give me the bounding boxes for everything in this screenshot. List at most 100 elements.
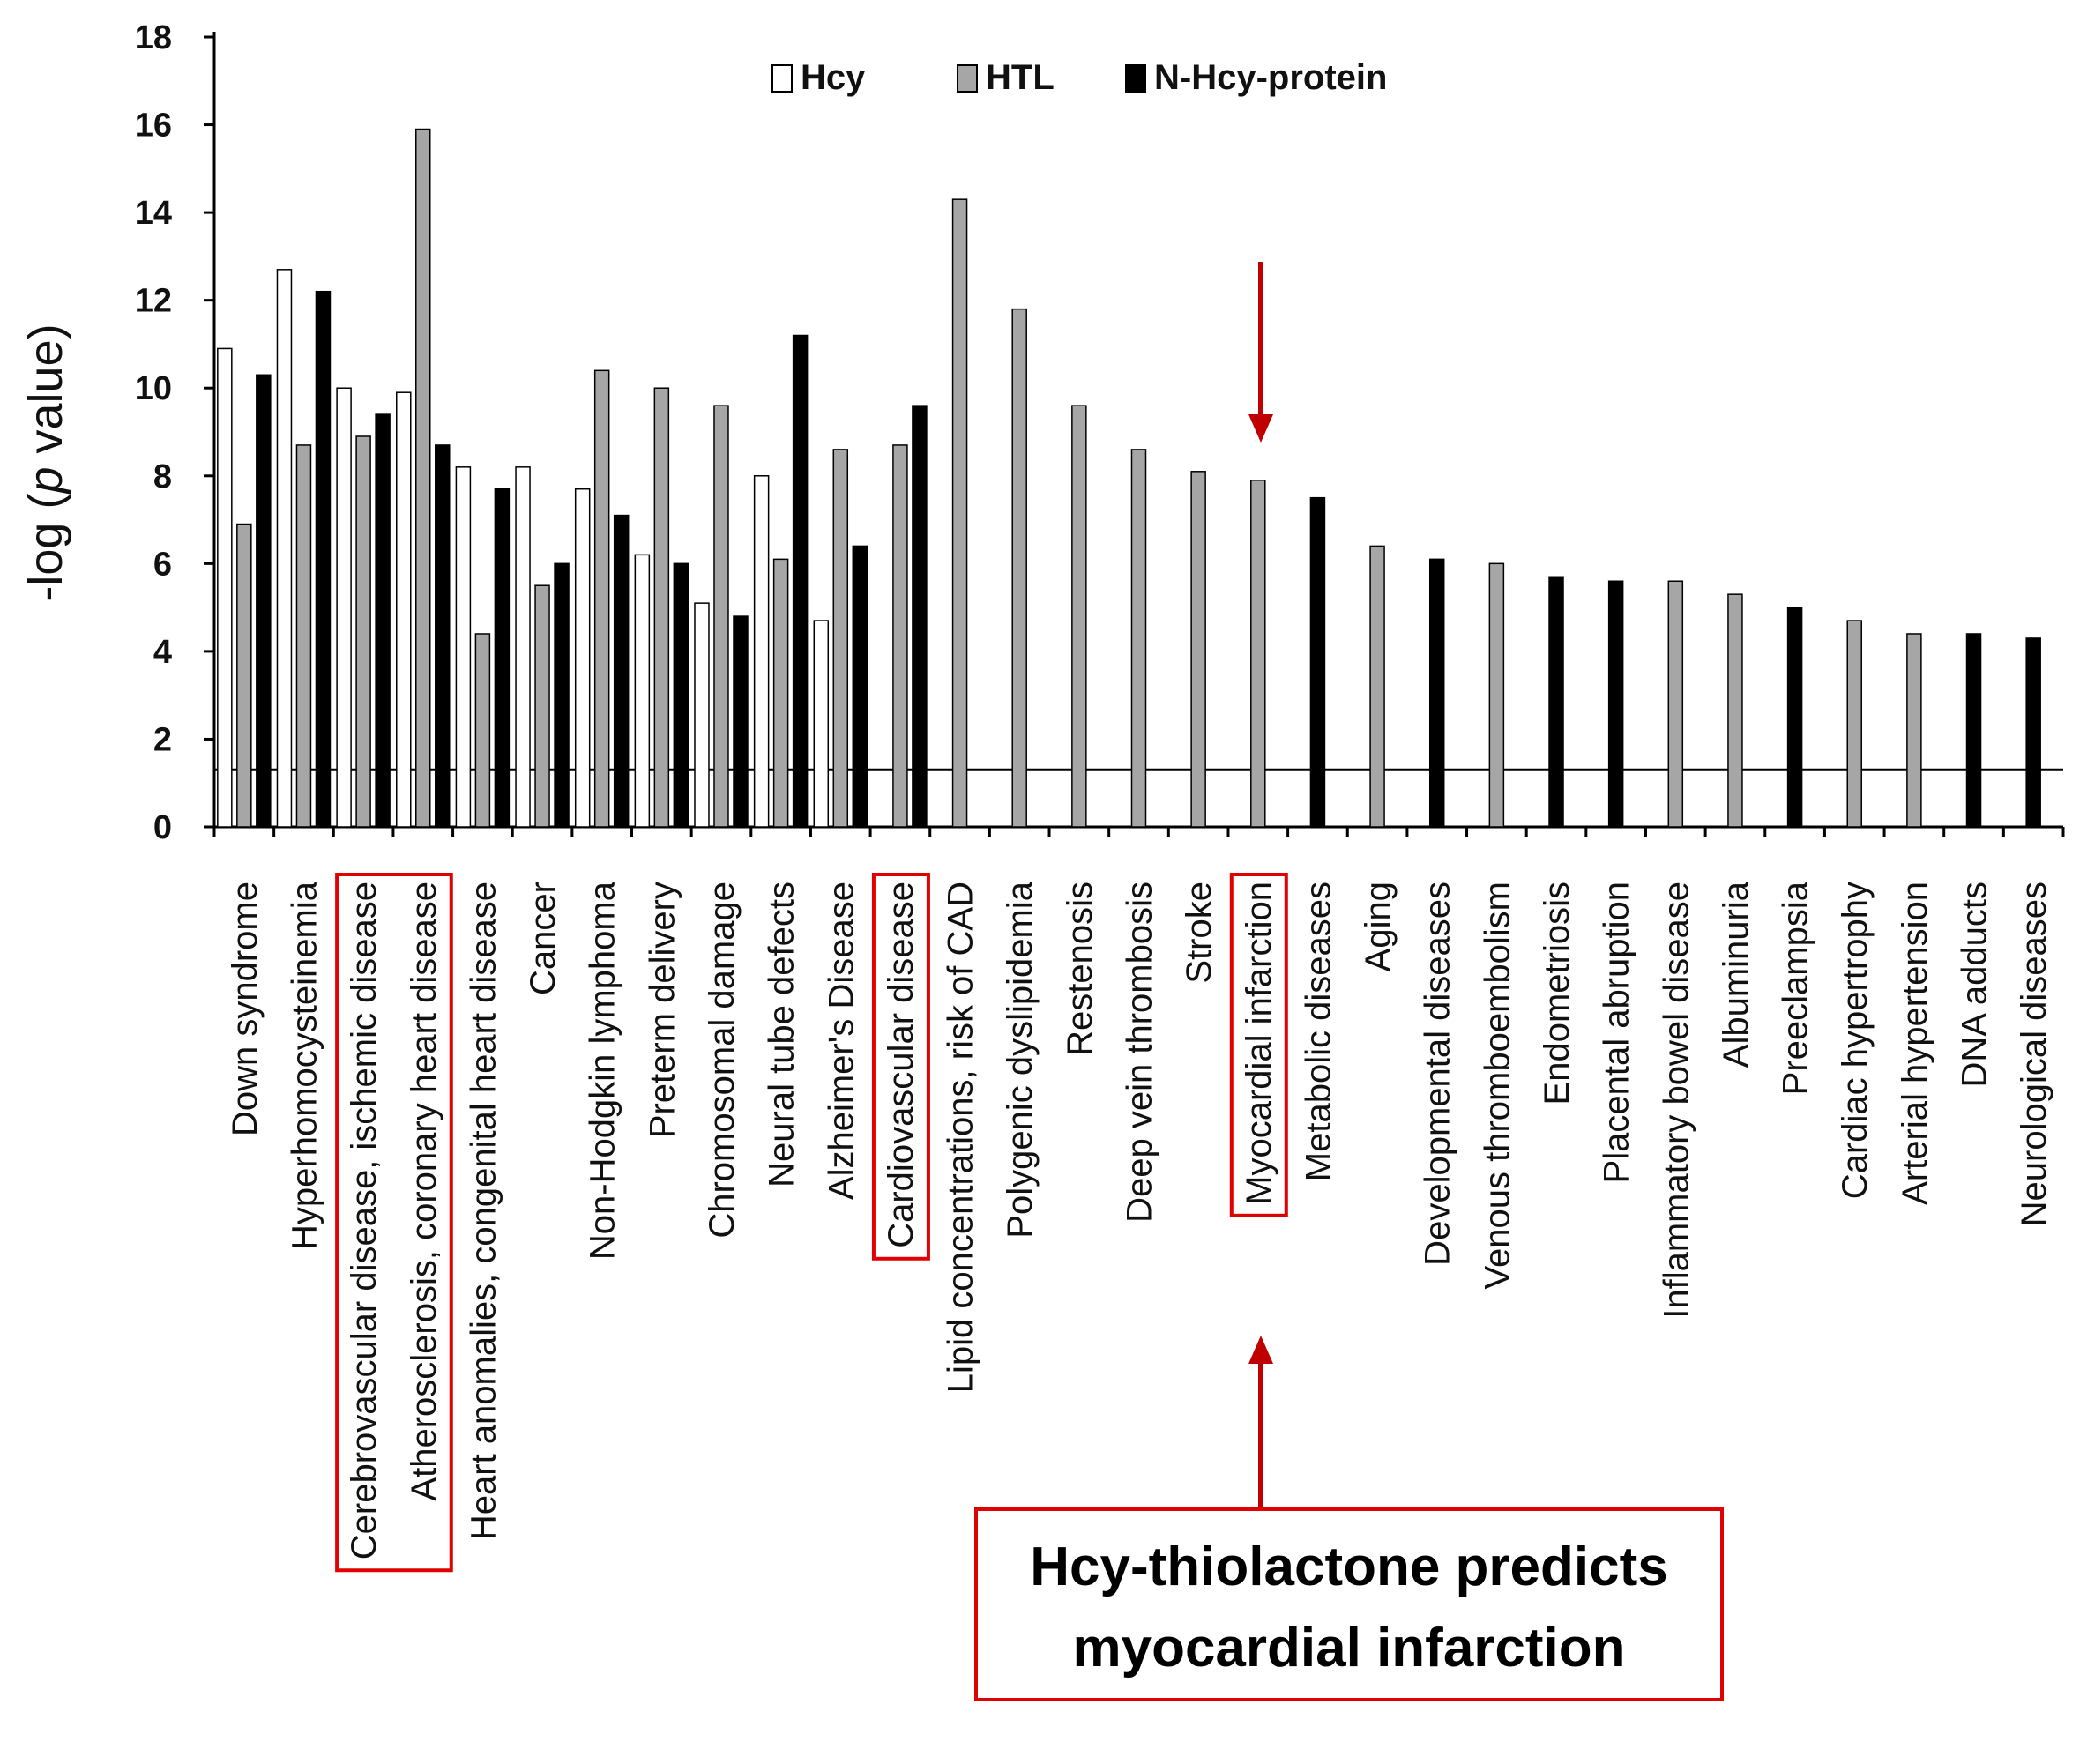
y-axis-label-italic: p [19,467,72,495]
bar-htl-28 [1906,633,1922,828]
y-tick-label-14: 14 [135,195,172,232]
y-tick-label-16: 16 [135,108,172,145]
bar-htl-21 [1488,562,1505,828]
category-label: Atherosclerosis, coronary heart disease [405,882,443,1501]
bar-htl-12 [951,198,968,828]
legend-label-n-hcy-protein: N-Hcy-protein [1154,58,1387,97]
category-label: Endometriosis [1538,882,1576,1105]
category-label: DNA adducts [1956,882,1994,1087]
bar-htl-25 [1727,593,1743,828]
category-label: Cancer [524,882,563,995]
bar-n-hcy-protein-6 [613,514,630,828]
annotation-line-2: myocardial infarction [1072,1618,1625,1678]
annotation: Hcy-thiolactone predicts myocardial infa… [974,262,1724,1701]
bar-n-hcy-protein-23 [1607,580,1624,828]
bar-n-hcy-protein-5 [554,562,570,828]
bar-hcy-6 [574,488,591,828]
category-label: Preeclampsia [1777,881,1815,1095]
bar-htl-19 [1369,545,1385,828]
bar-n-hcy-protein-8 [733,615,749,828]
bar-htl-5 [534,584,550,828]
bar-htl-14 [1071,405,1087,828]
category-label: Preterm delivery [643,882,682,1138]
y-tick-label-18: 18 [135,19,172,56]
bar-n-hcy-protein-11 [912,405,928,828]
bar-hcy-8 [694,602,710,828]
bar-htl-13 [1011,308,1027,828]
y-axis-label-suffix: value) [19,324,72,466]
bar-n-hcy-protein-22 [1548,576,1564,828]
bar-htl-3 [415,128,431,828]
bar-htl-0 [236,523,252,828]
y-axis-label: -log (p value) [19,324,72,601]
bar-htl-27 [1846,620,1862,828]
y-tick-label-4: 4 [153,634,172,671]
category-labels-group: Down syndrome Hyperhomocysteinemia Cerebro… [226,873,2053,1573]
y-axis-label-prefix: -log ( [19,494,72,602]
y-tick-label-2: 2 [153,721,172,758]
bar-n-hcy-protein-4 [494,488,511,828]
y-tick-label-0: 0 [153,809,172,846]
bar-hcy-3 [396,391,412,828]
category-label: Chromosomal damage [703,882,742,1239]
bar-htl-6 [593,369,610,828]
bar-htl-9 [772,558,789,828]
bar-n-hcy-protein-10 [852,545,868,828]
bar-hcy-4 [455,466,472,828]
down-arrow-head [1248,414,1273,443]
bar-hcy-0 [217,347,233,828]
category-label: Arterial hypertension [1896,882,1934,1205]
bar-n-hcy-protein-26 [1786,607,1803,828]
y-tick-label-6: 6 [153,546,172,583]
bar-htl-24 [1667,580,1684,828]
bar-n-hcy-protein-0 [256,374,272,828]
bar-htl-16 [1190,471,1206,828]
bar-n-hcy-protein-20 [1428,558,1445,828]
bar-htl-15 [1130,449,1147,828]
y-tick-label-10: 10 [135,370,172,407]
category-label: Deep vein thrombosis [1121,882,1159,1223]
bar-htl-7 [653,387,670,828]
bar-n-hcy-protein-9 [792,334,809,828]
annotation-line-1: Hcy-thiolactone predicts [1030,1537,1667,1597]
category-label: Inflammatory bowel disease [1657,882,1696,1319]
category-label: Myocardial infarction [1240,882,1278,1205]
bar-htl-10 [832,449,849,828]
bar-htl-8 [713,405,729,828]
legend-label-htl: HTL [986,58,1055,97]
category-label: Developmental diseases [1419,882,1457,1266]
bar-n-hcy-protein-30 [2025,637,2041,828]
bar-n-hcy-protein-7 [673,562,689,828]
bar-htl-17 [1250,480,1266,828]
category-label: Venous thromboembolism [1478,882,1517,1289]
highlight-box [1229,873,1288,1217]
highlight-box [871,873,930,1261]
up-arrow-head [1248,1336,1273,1364]
bar-hcy-1 [276,269,293,828]
bar-htl-1 [295,444,312,828]
category-label: Neurological diseases [2015,882,2053,1226]
legend: Hcy HTL N-Hcy-protein [771,58,1387,97]
bar-n-hcy-protein-18 [1309,496,1326,828]
annotation-box [974,1507,1724,1701]
bar-hcy-10 [813,620,830,828]
y-tick-label-12: 12 [135,283,172,320]
category-label: Cardiovascular disease [882,882,921,1248]
y-tick-label-8: 8 [153,458,172,495]
category-label: Down syndrome [226,882,265,1136]
category-label: Aging [1359,882,1398,971]
category-label: Metabolic diseases [1299,882,1338,1181]
category-label: Neural tube defects [763,882,801,1187]
bar-hcy-9 [753,475,770,828]
category-label: Cardiac hypertrophy [1836,882,1875,1199]
category-label: Stroke [1180,882,1219,984]
bar-n-hcy-protein-2 [375,413,391,828]
category-label: Non-Hodgkin lymphoma [584,881,622,1260]
bar-hcy-7 [634,554,651,828]
bars-group [217,128,2041,828]
category-label: Lipid concentrations, risk of CAD [942,882,980,1393]
legend-swatch-htl [957,64,978,93]
category-label: Hyperhomocysteinemia [285,881,324,1250]
category-label: Restenosis [1061,882,1099,1056]
